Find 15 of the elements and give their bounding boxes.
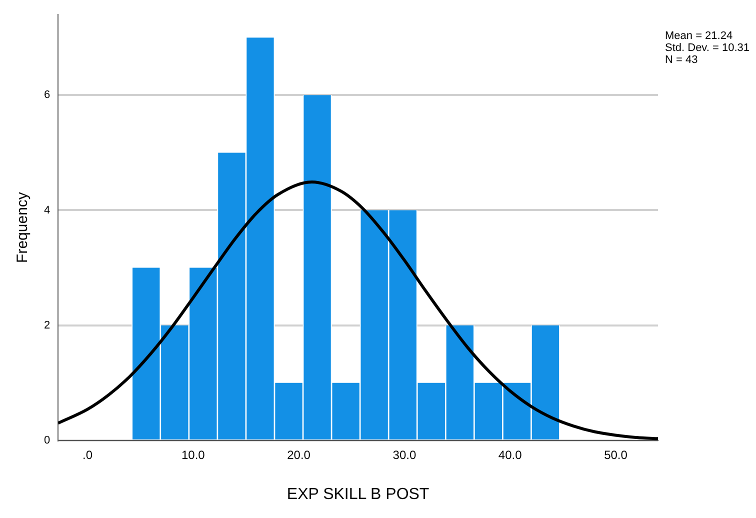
- x-tick-label: 20.0: [287, 448, 311, 462]
- text: Mean = 21.24: [665, 30, 734, 42]
- x-tick-label: 40.0: [498, 448, 522, 462]
- x-tick-label: 10.0: [181, 448, 206, 462]
- text: N = 43: [665, 54, 699, 66]
- y-axis-title: Frequency: [14, 192, 32, 263]
- y-tick-label: 4: [44, 204, 50, 216]
- y-tick-label: 0: [44, 434, 50, 446]
- text: Std. Dev. = 10.31: [665, 42, 750, 54]
- x-tick-label: 30.0: [392, 448, 416, 462]
- y-tick-label: 2: [44, 319, 50, 332]
- x-tick-label: .0: [82, 448, 93, 462]
- x-axis-title: EXP SKILL B POST: [286, 486, 430, 503]
- y-tick-label: 6: [44, 89, 50, 102]
- x-tick-label: 50.0: [604, 448, 628, 462]
